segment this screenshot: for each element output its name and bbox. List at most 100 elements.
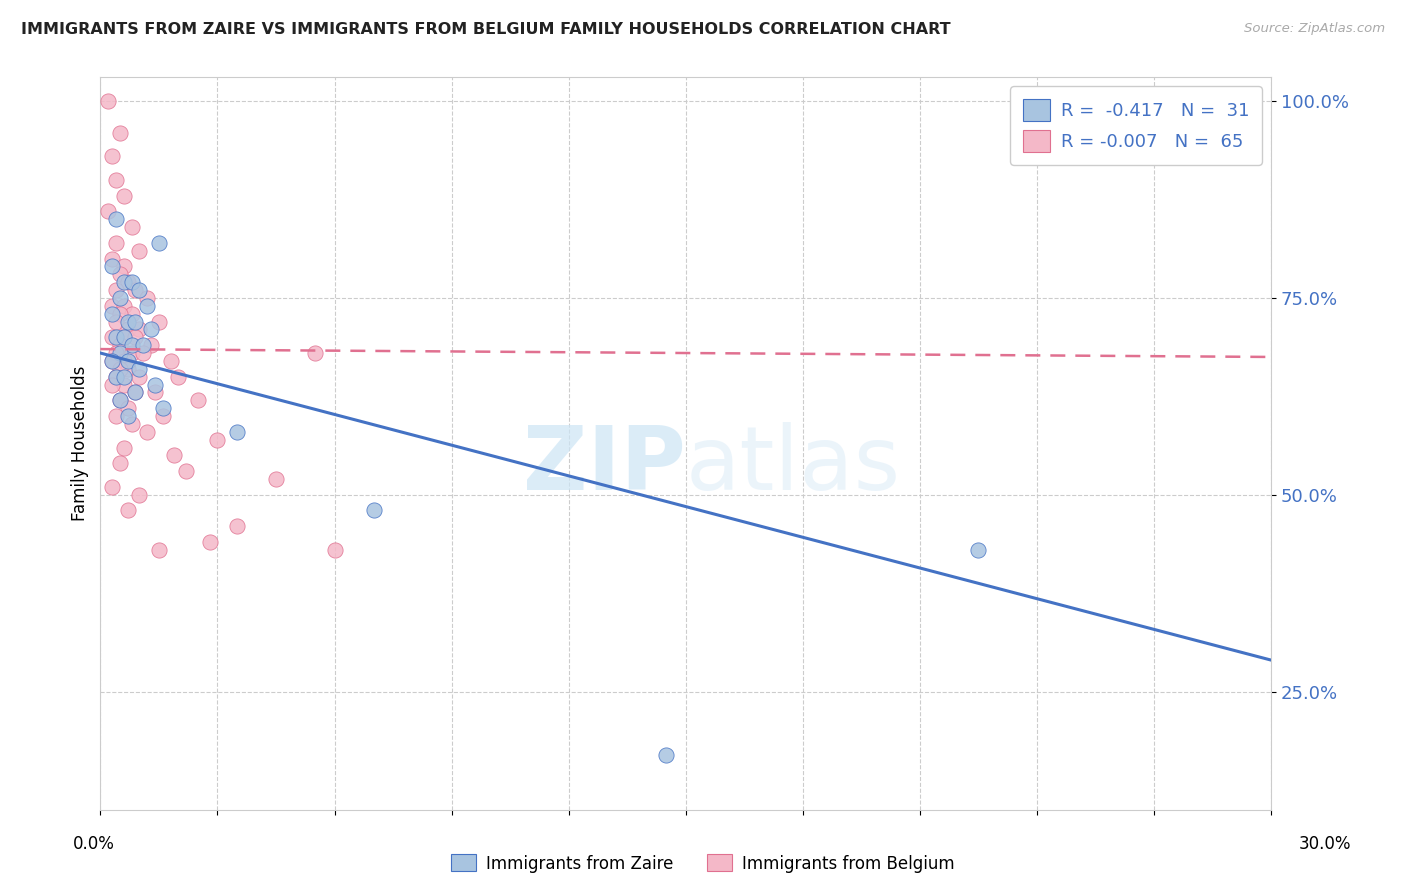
Point: [132, 346, 155, 360]
Point: [112, 299, 135, 313]
Point: [117, 401, 139, 416]
Point: [97, 204, 120, 219]
Point: [112, 354, 135, 368]
Point: [148, 314, 170, 328]
Point: [132, 338, 155, 352]
Text: Source: ZipAtlas.com: Source: ZipAtlas.com: [1244, 22, 1385, 36]
Point: [655, 747, 678, 762]
Point: [108, 393, 131, 408]
Point: [104, 212, 127, 227]
Point: [143, 385, 166, 400]
Point: [159, 354, 181, 368]
Point: [108, 338, 131, 352]
Point: [226, 425, 249, 439]
Point: [124, 314, 146, 328]
Point: [128, 369, 150, 384]
Point: [101, 354, 124, 368]
Text: IMMIGRANTS FROM ZAIRE VS IMMIGRANTS FROM BELGIUM FAMILY HOUSEHOLDS CORRELATION C: IMMIGRANTS FROM ZAIRE VS IMMIGRANTS FROM…: [21, 22, 950, 37]
Point: [363, 503, 385, 517]
Point: [128, 488, 150, 502]
Point: [323, 542, 346, 557]
Point: [167, 369, 190, 384]
Point: [101, 307, 124, 321]
Point: [108, 346, 131, 360]
Point: [124, 283, 146, 297]
Point: [101, 330, 124, 344]
Point: [152, 401, 174, 416]
Point: [136, 291, 159, 305]
Point: [112, 330, 135, 344]
Point: [104, 369, 127, 384]
Point: [304, 346, 326, 360]
Point: [187, 393, 209, 408]
Point: [139, 338, 162, 352]
Point: [117, 361, 139, 376]
Point: [117, 275, 139, 289]
Point: [117, 322, 139, 336]
Point: [143, 377, 166, 392]
Point: [128, 322, 150, 336]
Point: [121, 346, 143, 360]
Point: [101, 354, 124, 368]
Point: [108, 291, 131, 305]
Point: [104, 173, 127, 187]
Point: [121, 220, 143, 235]
Point: [121, 417, 143, 431]
Legend: Immigrants from Zaire, Immigrants from Belgium: Immigrants from Zaire, Immigrants from B…: [444, 847, 962, 880]
Point: [108, 267, 131, 281]
Point: [101, 149, 124, 163]
Point: [101, 480, 124, 494]
Text: atlas: atlas: [686, 422, 901, 509]
Point: [112, 369, 135, 384]
Point: [112, 188, 135, 202]
Legend: R =  -0.417   N =  31, R = -0.007   N =  65: R = -0.417 N = 31, R = -0.007 N = 65: [1011, 87, 1263, 165]
Point: [117, 354, 139, 368]
Text: 0.0%: 0.0%: [73, 835, 115, 853]
Point: [207, 433, 229, 447]
Text: ZIP: ZIP: [523, 422, 686, 509]
Point: [152, 409, 174, 423]
Point: [108, 393, 131, 408]
Point: [226, 519, 249, 533]
Point: [112, 330, 135, 344]
Point: [108, 361, 131, 376]
Point: [97, 94, 120, 108]
Point: [112, 441, 135, 455]
Point: [148, 235, 170, 250]
Point: [198, 535, 221, 549]
Text: 30.0%: 30.0%: [1298, 835, 1351, 853]
Y-axis label: Family Households: Family Households: [72, 366, 89, 521]
Point: [128, 283, 150, 297]
Point: [967, 542, 990, 557]
Point: [121, 275, 143, 289]
Point: [101, 252, 124, 266]
Point: [104, 409, 127, 423]
Point: [124, 330, 146, 344]
Point: [124, 385, 146, 400]
Point: [121, 338, 143, 352]
Point: [104, 235, 127, 250]
Point: [104, 283, 127, 297]
Point: [112, 260, 135, 274]
Point: [124, 385, 146, 400]
Point: [101, 299, 124, 313]
Point: [108, 126, 131, 140]
Point: [174, 464, 197, 478]
Point: [117, 314, 139, 328]
Point: [136, 299, 159, 313]
Point: [104, 346, 127, 360]
Point: [117, 503, 139, 517]
Point: [264, 472, 287, 486]
Point: [128, 361, 150, 376]
Point: [139, 322, 162, 336]
Point: [117, 409, 139, 423]
Point: [104, 369, 127, 384]
Point: [121, 307, 143, 321]
Point: [112, 377, 135, 392]
Point: [101, 377, 124, 392]
Point: [112, 275, 135, 289]
Point: [136, 425, 159, 439]
Point: [104, 330, 127, 344]
Point: [148, 542, 170, 557]
Point: [163, 449, 186, 463]
